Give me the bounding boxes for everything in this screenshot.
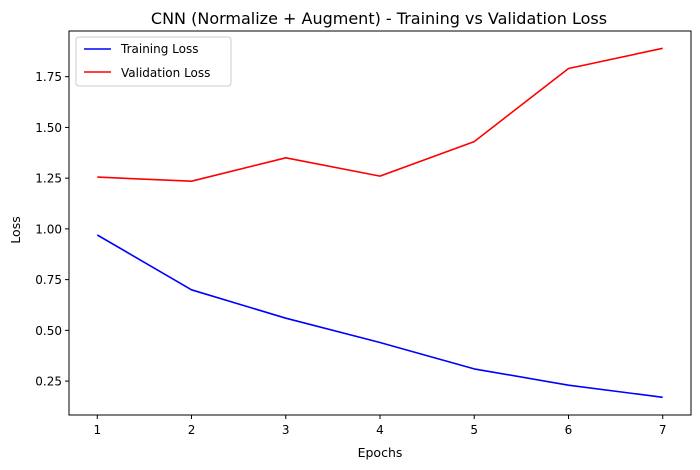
x-tick-label: 6 [565, 423, 573, 437]
legend-box [75, 36, 232, 87]
y-tick-label: 0.50 [35, 324, 62, 338]
x-tick-label: 3 [282, 423, 290, 437]
series-lines [96, 47, 663, 399]
series-line-training-loss [96, 234, 663, 399]
x-axis-ticks: 1 2 3 4 5 6 7 [93, 415, 667, 437]
y-tick-label: 1.75 [35, 70, 62, 84]
y-tick-label: 1.50 [35, 121, 62, 135]
x-axis-label: Epochs [358, 445, 403, 460]
y-axis-ticks: 0.25 0.50 0.75 1.00 1.25 1.50 1.75 [35, 70, 69, 389]
x-tick-label: 2 [188, 423, 196, 437]
legend-label-training-loss: Training Loss [120, 42, 198, 56]
legend: Training Loss Validation Loss [75, 36, 232, 87]
plot-area [68, 30, 692, 416]
y-tick-label: 0.25 [35, 375, 62, 389]
legend-label-validation-loss: Validation Loss [121, 66, 210, 80]
x-tick-label: 7 [659, 423, 667, 437]
y-tick-label: 1.25 [35, 172, 62, 186]
y-axis-label: Loss [8, 216, 23, 243]
x-tick-label: 5 [470, 423, 478, 437]
series-line-validation-loss [97, 47, 663, 182]
chart-title: CNN (Normalize + Augment) - Training vs … [151, 9, 607, 28]
y-tick-label: 0.75 [35, 273, 62, 287]
y-tick-label: 1.00 [35, 222, 62, 236]
x-tick-label: 4 [376, 423, 384, 437]
x-tick-label: 1 [93, 423, 101, 437]
